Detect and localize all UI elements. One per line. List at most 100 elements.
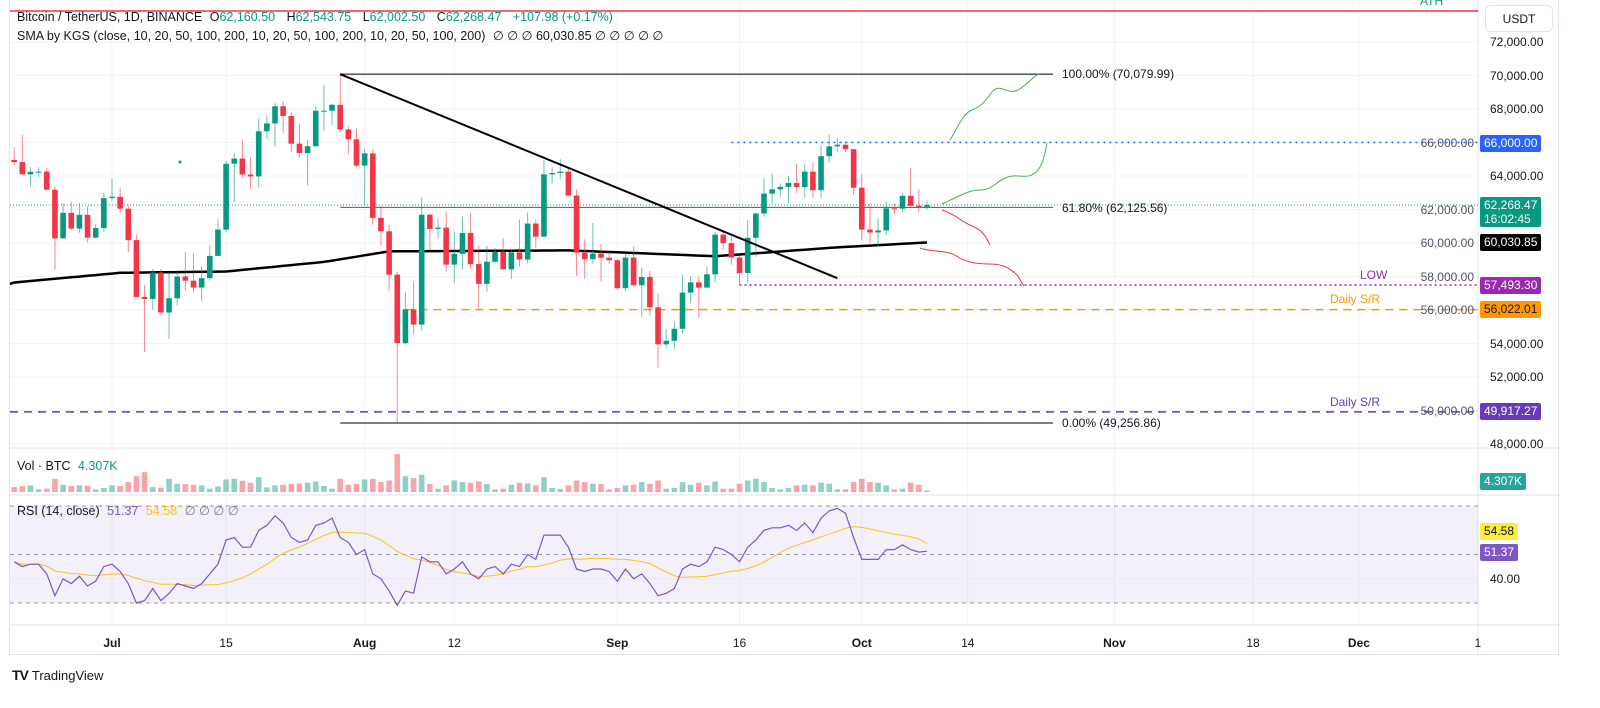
candle xyxy=(198,266,205,302)
candle xyxy=(288,112,295,152)
volume-bar xyxy=(272,485,278,492)
volume-bar xyxy=(11,487,17,492)
candle-body xyxy=(19,162,26,175)
candle-body xyxy=(76,214,83,229)
candle xyxy=(516,219,523,267)
rsi-legend[interactable]: RSI (14, close) 51.37 54.58 ∅ ∅ ∅ ∅ xyxy=(17,503,243,518)
candle xyxy=(777,183,784,197)
volume-bar xyxy=(712,481,718,492)
fib-100-label: 100.00% (70,079.99) xyxy=(1062,67,1175,81)
volume-bar xyxy=(321,486,327,492)
volume-bar xyxy=(581,482,588,492)
candle-body xyxy=(679,292,686,329)
candle-body xyxy=(101,198,107,229)
volume-bar xyxy=(459,482,466,492)
volume-bar xyxy=(663,488,669,492)
candle xyxy=(264,115,270,139)
volume-bar xyxy=(141,472,148,492)
rsi-line xyxy=(13,507,928,607)
volume-bar xyxy=(378,482,384,492)
volume-bar xyxy=(427,484,433,492)
close-label: C xyxy=(436,10,446,24)
volume-bar xyxy=(753,478,759,492)
candle-body xyxy=(44,171,50,190)
candle-body xyxy=(133,240,140,297)
volume-bar xyxy=(158,487,164,492)
candle xyxy=(394,271,401,423)
price-tick: 68,000.00 xyxy=(1490,102,1544,116)
rsi-ma-legend-value: 54.58 xyxy=(145,504,178,518)
candle-body xyxy=(418,214,425,325)
time-tick: 16 xyxy=(1474,636,1488,650)
candle xyxy=(736,256,743,286)
candle-body xyxy=(475,264,482,284)
candle-body xyxy=(826,146,832,157)
candle xyxy=(467,212,474,270)
candle-body xyxy=(655,307,661,345)
volume-bar xyxy=(27,485,34,492)
volume-bar xyxy=(207,488,213,492)
candle xyxy=(622,253,629,292)
candle-body xyxy=(801,171,808,188)
candle xyxy=(117,187,123,213)
candle xyxy=(565,167,572,197)
candle xyxy=(573,189,580,276)
volume-bar xyxy=(899,488,906,492)
volume-bar xyxy=(834,489,841,492)
candle-body xyxy=(720,234,727,244)
candle-body xyxy=(451,253,458,265)
volume-bar xyxy=(630,484,637,492)
volume-bar xyxy=(671,488,678,492)
candle-body xyxy=(296,143,303,154)
bullish-projection-path xyxy=(941,142,1048,205)
candle-body xyxy=(704,274,710,288)
volume-legend-value: 4.307K xyxy=(77,459,118,473)
candle-body xyxy=(11,159,17,163)
candle xyxy=(655,293,661,368)
tradingview-logo-icon: TV xyxy=(12,667,29,683)
time-tick: Dec xyxy=(1347,636,1370,650)
volume-bar xyxy=(826,483,832,492)
candle xyxy=(541,160,547,238)
volume-badge: 4.307K xyxy=(1480,473,1527,490)
volume-bar xyxy=(736,483,743,492)
candle-body xyxy=(818,156,824,191)
volume-bar xyxy=(280,484,286,492)
candle xyxy=(614,258,621,290)
volume-bar xyxy=(638,482,645,492)
candle-body xyxy=(370,153,376,218)
candle-body xyxy=(533,223,539,237)
candle-body xyxy=(630,257,637,286)
volume-legend[interactable]: Vol · BTC 4.307K xyxy=(17,459,122,473)
volume-bar xyxy=(52,478,58,492)
volume-bar xyxy=(720,488,727,492)
volume-bar xyxy=(166,478,172,492)
candle-body xyxy=(907,195,914,206)
time-tick: Nov xyxy=(1103,636,1126,650)
candle xyxy=(427,213,433,251)
volume-legend-name: Vol · BTC xyxy=(17,459,71,473)
currency-selector[interactable]: USDT xyxy=(1485,5,1553,32)
candle xyxy=(671,321,678,350)
candle xyxy=(321,85,327,131)
candle xyxy=(60,202,66,239)
candle-body xyxy=(337,104,343,130)
sma-legend[interactable]: SMA by KGS (close, 10, 20, 50, 100, 200,… xyxy=(17,28,667,43)
price-tick: 72,000.00 xyxy=(1490,35,1544,49)
candle-body xyxy=(459,232,466,254)
volume-bar xyxy=(337,478,343,492)
time-tick: Oct xyxy=(851,636,872,650)
symbol-legend[interactable]: Bitcoin / TetherUS, 1D, BINANCE O62,160.… xyxy=(17,10,617,24)
volume-bar xyxy=(508,484,515,492)
rsi-ma-badge: 54.58 xyxy=(1480,523,1519,540)
candle-body xyxy=(60,212,66,239)
candle-body xyxy=(239,158,246,175)
candle-body xyxy=(353,139,360,166)
candle-body xyxy=(516,252,523,260)
candle-body xyxy=(174,276,180,299)
volume-bar xyxy=(565,485,572,492)
tradingview-logo[interactable]: TV TradingView xyxy=(12,667,103,683)
candle-body xyxy=(125,208,132,241)
volume-bar xyxy=(590,483,596,492)
